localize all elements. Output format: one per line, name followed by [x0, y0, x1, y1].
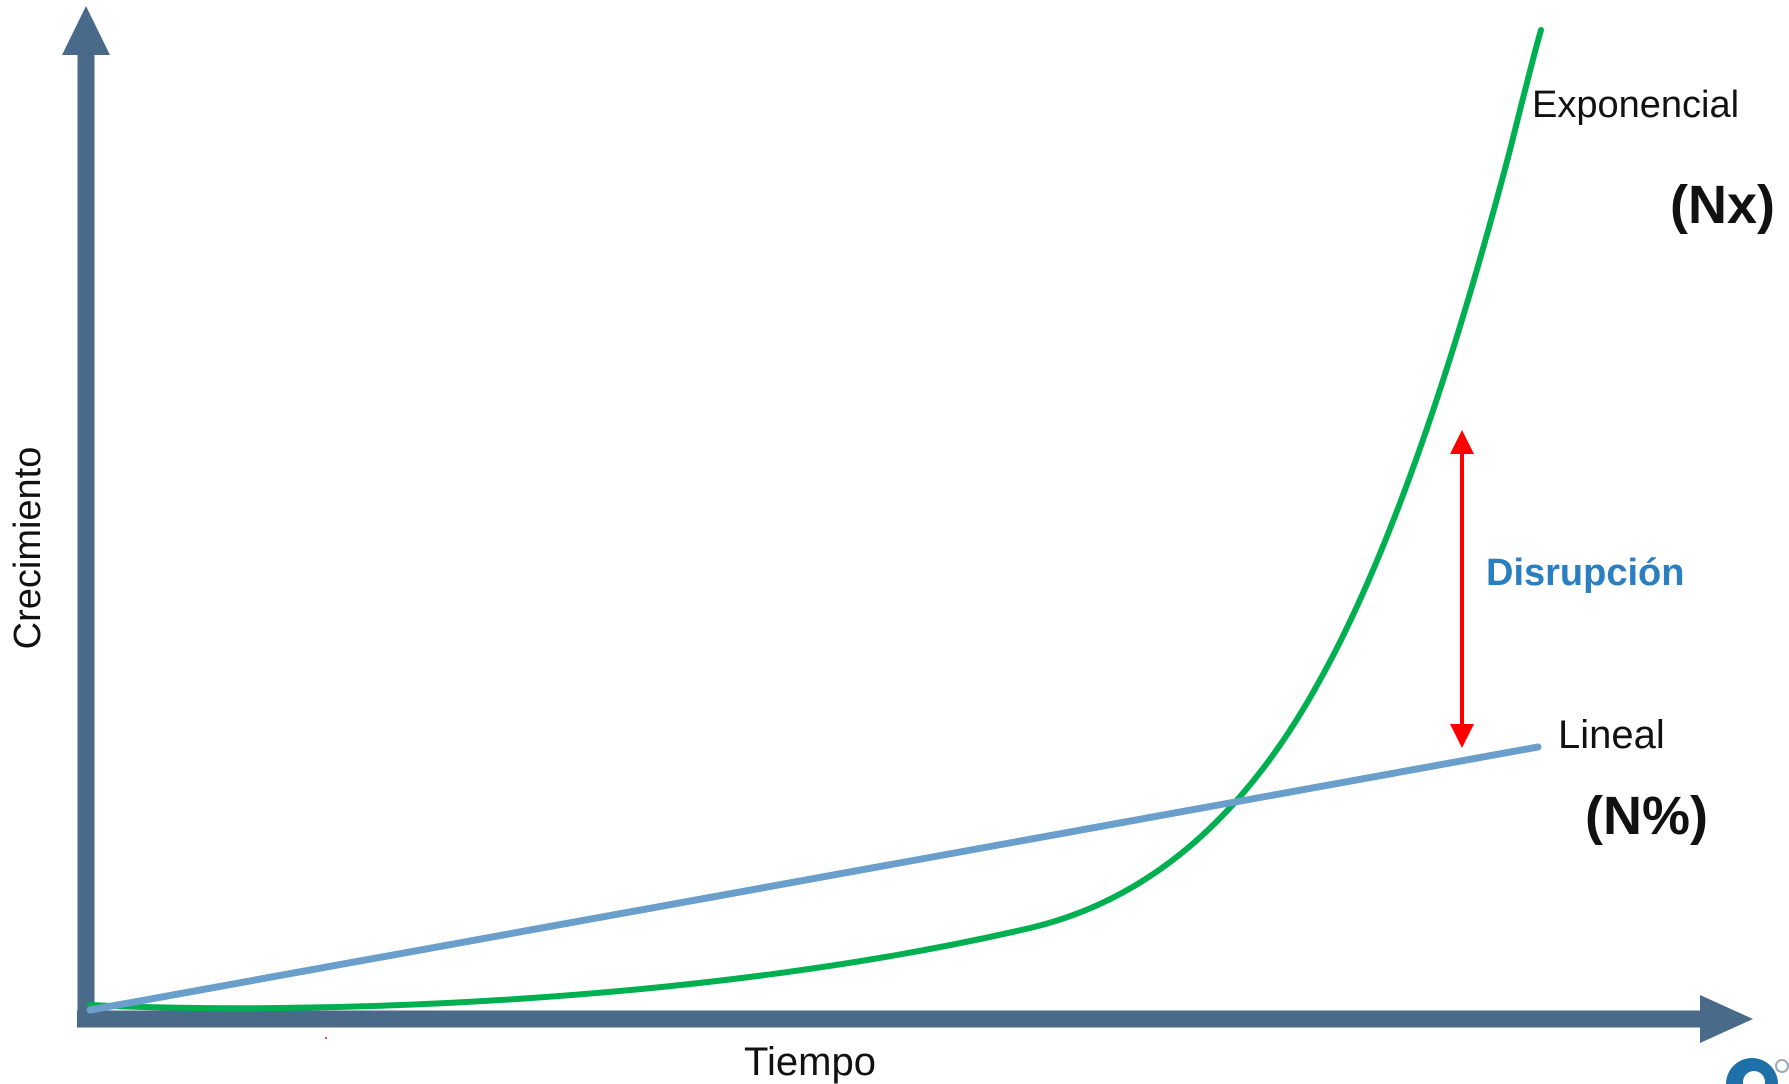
- disruption-arrow: [1450, 430, 1474, 748]
- disruption-label: Disrupción: [1486, 552, 1684, 594]
- disruption-arrowhead-down: [1450, 724, 1474, 748]
- y-axis-label: Crecimiento: [7, 447, 49, 650]
- linear-label: Lineal: [1558, 713, 1665, 757]
- exponential-notation: (Nx): [1670, 175, 1775, 235]
- linear-notation: (N%): [1585, 786, 1708, 846]
- x-axis-label: Tiempo: [744, 1040, 876, 1084]
- x-axis-arrowhead: [1700, 995, 1753, 1043]
- exponential-label: Exponencial: [1532, 84, 1739, 126]
- stray-mark: [325, 1037, 327, 1039]
- exponential-curve: [87, 27, 1544, 1012]
- partial-circular-logo-icon: [1726, 1058, 1789, 1084]
- axes: [62, 6, 1753, 1043]
- linear-line: [86, 743, 1542, 1014]
- disruption-arrowhead-up: [1450, 430, 1474, 454]
- y-axis-arrowhead: [62, 6, 110, 55]
